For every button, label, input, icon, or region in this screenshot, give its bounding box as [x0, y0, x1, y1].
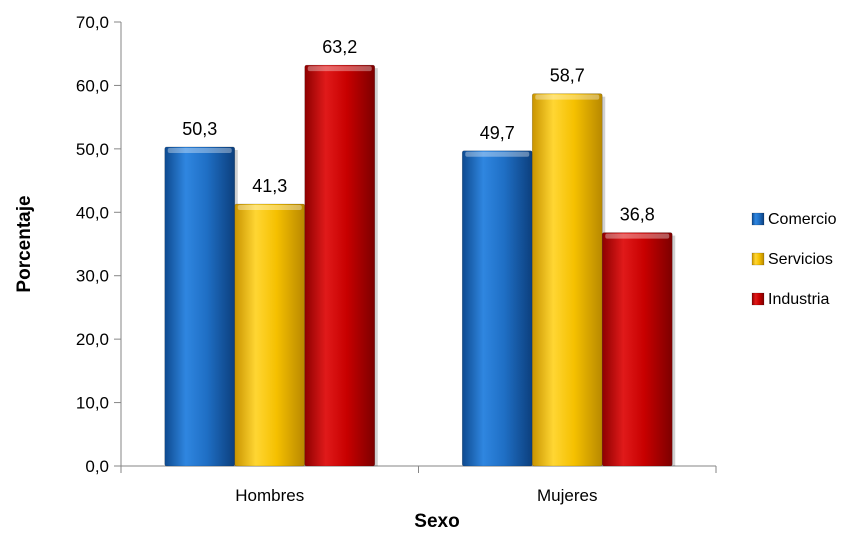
- data-label: 50,3: [182, 119, 217, 139]
- y-tick-label: 20,0: [76, 330, 109, 349]
- y-axis-title: Porcentaje: [14, 195, 35, 292]
- legend-swatch-comercio: [751, 212, 765, 226]
- legend-label-servicios: Servicios: [768, 251, 833, 268]
- y-ticks: 0,0 10,0 20,0 30,0 40,0 50,0 60,0 70,0: [76, 13, 121, 476]
- y-tick-label: 70,0: [76, 13, 109, 32]
- data-label: 58,7: [550, 66, 585, 86]
- bar-highlight: [535, 94, 600, 100]
- bar-industria-mujeres: [601, 232, 673, 467]
- legend-swatch-industria: [751, 292, 765, 306]
- bar-servicios-mujeres: [531, 93, 603, 467]
- data-label: 63,2: [322, 37, 357, 57]
- bar-comercio-hombres: [164, 146, 236, 467]
- y-tick-label: 10,0: [76, 394, 109, 413]
- data-label: 41,3: [252, 176, 287, 196]
- x-tick-label: Mujeres: [537, 486, 597, 505]
- bar-servicios-hombres: [234, 203, 306, 467]
- legend-swatch-servicios: [751, 252, 765, 266]
- legend-label-comercio: Comercio: [768, 211, 837, 228]
- x-axis-title: Sexo: [414, 511, 459, 532]
- x-ticks: Hombres Mujeres: [120, 466, 717, 505]
- bar-comercio-mujeres: [461, 150, 533, 467]
- bar-highlight: [307, 66, 372, 72]
- y-tick-label: 50,0: [76, 140, 109, 159]
- bar-highlight: [605, 233, 670, 239]
- legend: Comercio Servicios Industria: [751, 211, 837, 308]
- y-tick-label: 30,0: [76, 267, 109, 286]
- legend-label-industria: Industria: [768, 291, 829, 308]
- data-label: 49,7: [480, 123, 515, 143]
- bar-highlight: [167, 147, 232, 153]
- bar-industria-hombres: [304, 64, 376, 467]
- bars: [164, 64, 676, 467]
- data-label: 36,8: [620, 205, 655, 225]
- bar-highlight: [465, 151, 530, 157]
- bar-highlight: [237, 205, 302, 211]
- y-tick-label: 0,0: [85, 457, 109, 476]
- y-tick-label: 60,0: [76, 76, 109, 95]
- x-tick-label: Hombres: [235, 486, 304, 505]
- y-tick-label: 40,0: [76, 203, 109, 222]
- data-labels: 50,3 41,3 63,2 49,7 58,7 36,8: [182, 37, 655, 224]
